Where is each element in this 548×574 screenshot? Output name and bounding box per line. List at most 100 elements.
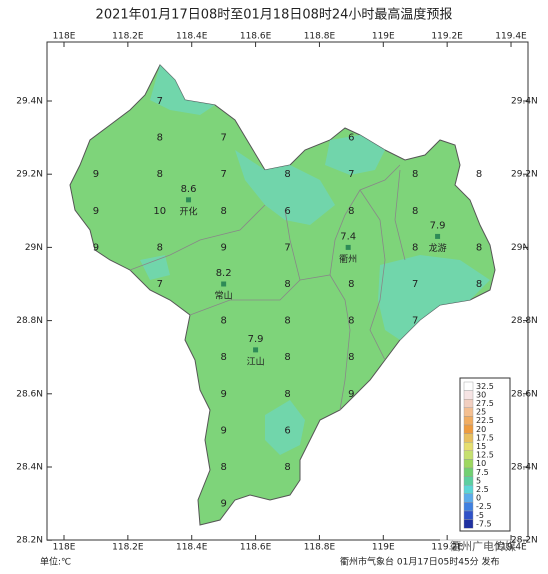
city-value: 8.6: [181, 184, 197, 195]
lat-label: 29N: [25, 243, 43, 253]
legend-swatch: [463, 459, 474, 469]
city-marker: [186, 197, 192, 203]
grid-value: 8: [412, 206, 418, 217]
lon-label: 118.6E: [240, 32, 272, 42]
city-value: 7.4: [340, 231, 356, 242]
lon-label: 118E: [53, 32, 76, 42]
unit-label: 单位:℃: [40, 556, 71, 568]
map-title: 2021年01月17日08时至01月18日08时24小时最高温度预报: [96, 7, 453, 23]
lon-label: 119E: [372, 32, 395, 42]
grid-value: 6: [284, 425, 290, 436]
lon-label: 118.4E: [176, 543, 208, 553]
grid-value: 9: [93, 206, 99, 217]
grid-value: 8: [220, 462, 226, 473]
legend-label: -2.5: [476, 502, 492, 511]
border: [129, 204, 266, 271]
legend-label: 5: [476, 476, 481, 485]
region-shape: [69, 64, 496, 526]
grid-value: 8: [284, 462, 290, 473]
legend-swatch: [463, 390, 474, 400]
grid-value: 8: [157, 133, 163, 144]
legend-swatch: [463, 416, 474, 426]
city-name: 常山: [215, 290, 233, 302]
watermark: 衢州广电传媒: [450, 540, 516, 553]
legend-label: 2.5: [476, 485, 489, 494]
legend-label: 10: [476, 459, 486, 468]
grid-value: 8: [284, 389, 290, 400]
legend-label: 17.5: [476, 433, 494, 442]
legend-label: 7.5: [476, 468, 489, 477]
lat-label: 28.6N: [16, 389, 43, 399]
lat-label: 28.8N: [16, 316, 43, 326]
border: [329, 164, 401, 276]
legend-swatch: [463, 502, 474, 512]
county-borders: [129, 164, 406, 411]
grid-value: 8: [284, 279, 290, 290]
grid-value: 9: [93, 169, 99, 180]
legend-label: 20: [476, 425, 486, 434]
grid-value: 10: [153, 206, 166, 217]
grid-value: 9: [220, 242, 226, 253]
grid-value: 7: [157, 96, 163, 107]
grid-value: 8: [476, 279, 482, 290]
issuer-label: 衢州市气象台 01月17日05时45分 发布: [340, 556, 500, 568]
legend-label: -7.5: [476, 519, 492, 528]
grid-value: 9: [220, 389, 226, 400]
city-name: 开化: [180, 205, 198, 217]
legend-label: 22.5: [476, 416, 494, 425]
lon-label: 118.8E: [304, 543, 336, 553]
grid-value: 8: [284, 316, 290, 327]
legend-swatch: [463, 519, 474, 529]
grid-value: 8: [476, 169, 482, 180]
legend-swatch: [463, 493, 474, 503]
lat-label: 28.4N: [511, 463, 538, 473]
grid-value: 7: [284, 242, 290, 253]
lon-label: 118.6E: [240, 543, 272, 553]
grid-value: 8: [220, 206, 226, 217]
legend-swatch: [463, 450, 474, 460]
legend-swatch: [463, 485, 474, 495]
legend-swatch: [463, 381, 474, 391]
legend-swatch: [463, 433, 474, 443]
lat-label: 29.4N: [511, 97, 538, 107]
grid-value: 8: [157, 169, 163, 180]
lon-label: 119.2E: [431, 543, 463, 553]
border: [394, 169, 406, 261]
lon-label: 118.2E: [112, 32, 144, 42]
legend-label: 32.5: [476, 382, 494, 391]
lat-label: 29N: [511, 243, 529, 253]
city-marker: [221, 281, 227, 287]
city-name: 衢州: [339, 253, 357, 265]
grid-value: 7: [157, 279, 163, 290]
lon-label: 118E: [53, 543, 76, 553]
lat-label: 29.2N: [16, 170, 43, 180]
legend-swatch: [463, 467, 474, 477]
legend-label: 25: [476, 408, 486, 417]
cool-area: [378, 255, 490, 340]
lat-label: 28.6N: [511, 389, 538, 399]
grid-value: 8: [220, 352, 226, 363]
legend-swatch: [463, 424, 474, 434]
legend-label: 12.5: [476, 451, 494, 460]
lon-label: 119E: [372, 543, 395, 553]
legend-swatch: [463, 442, 474, 452]
cool-area: [140, 255, 170, 280]
lat-label: 29.2N: [511, 170, 538, 180]
watermark-box: [440, 537, 540, 557]
legend-swatch: [463, 510, 474, 520]
lon-label: 118.2E: [112, 543, 144, 553]
grid-value: 8: [476, 242, 482, 253]
lon-label: 119.2E: [431, 32, 463, 42]
lat-label: 28.8N: [511, 316, 538, 326]
city-name: 江山: [247, 356, 265, 367]
lat-label: 28.2N: [511, 536, 538, 546]
cool-areas: [140, 65, 490, 455]
legend-label: 27.5: [476, 399, 494, 408]
grid-value: 8: [412, 169, 418, 180]
city-value: 8.2: [216, 268, 232, 279]
legend-label: -5: [476, 511, 484, 520]
grid-value: 8: [348, 316, 354, 327]
border: [359, 189, 386, 361]
legend-swatch: [463, 399, 474, 409]
city-marker: [435, 233, 441, 239]
